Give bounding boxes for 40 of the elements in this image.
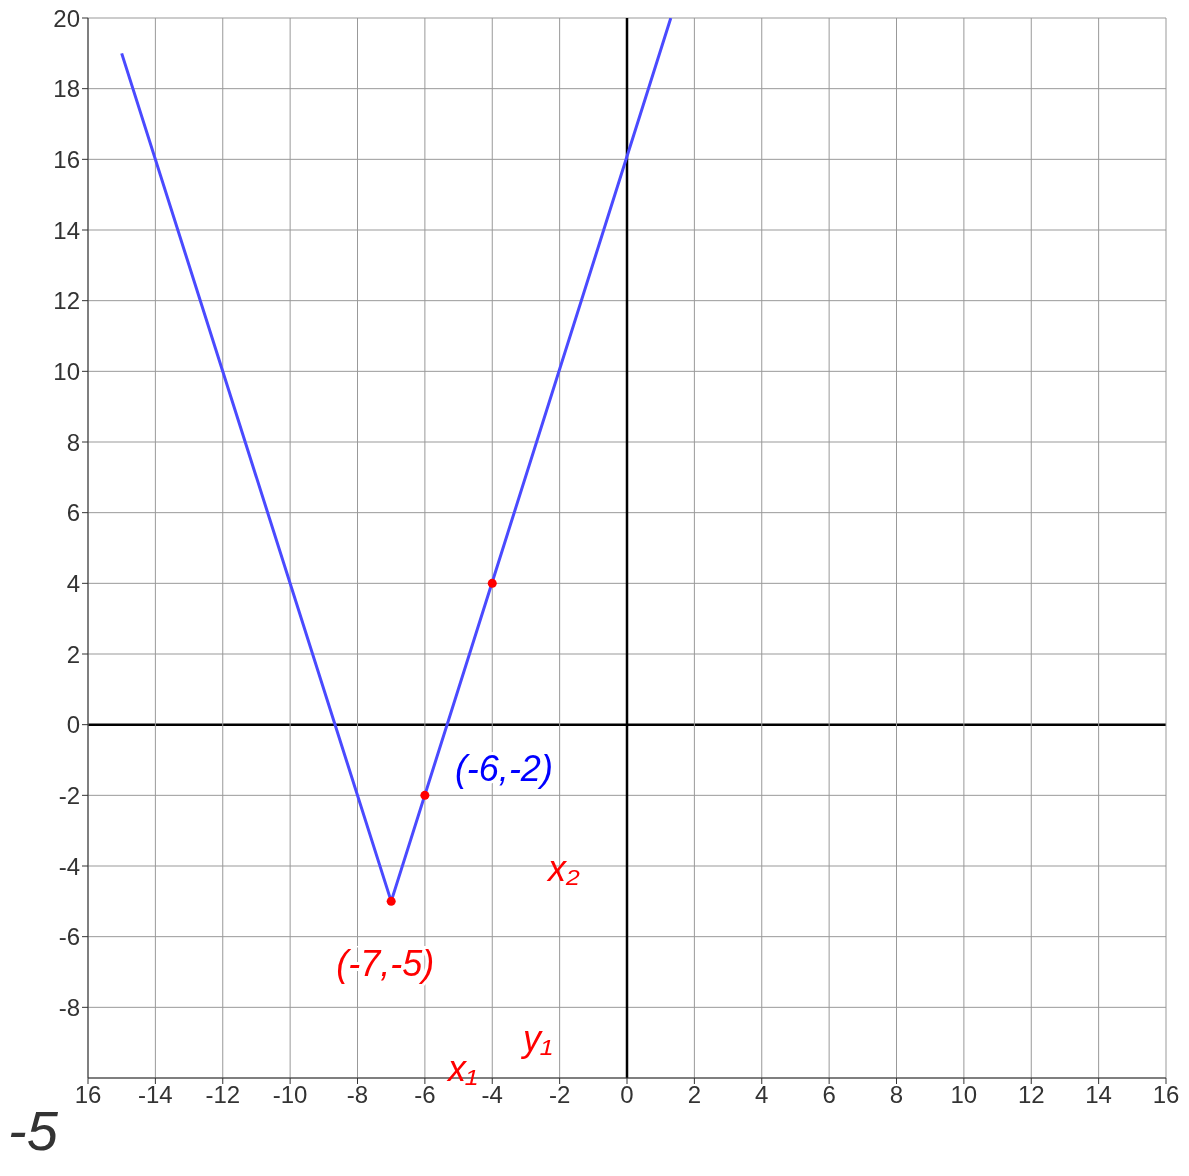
annotation: (-6,-2) — [454, 748, 553, 790]
x-tick-label: -2 — [548, 1081, 571, 1109]
x-tick-label: -8 — [346, 1081, 369, 1109]
y-tick-label: 10 — [53, 357, 80, 385]
y-tick-label: -4 — [58, 852, 80, 880]
annotation: (-7,-5) — [336, 943, 435, 985]
y-tick-label: 18 — [53, 75, 80, 103]
y-tick-label: -6 — [58, 923, 80, 951]
x-tick-label: 8 — [889, 1081, 904, 1109]
x-tick-label: 4 — [755, 1081, 769, 1109]
x-tick-label: -10 — [272, 1081, 308, 1109]
x-tick-label: -14 — [138, 1081, 173, 1109]
annotation: x₂ — [548, 848, 580, 890]
annotation: y₁ — [523, 1018, 553, 1060]
y-tick-label: -2 — [58, 781, 80, 809]
y-tick-label: 16 — [53, 145, 80, 173]
annotation: x₁ — [448, 1048, 478, 1090]
x-tick-label: -4 — [481, 1081, 503, 1109]
x-tick-label: 0 — [620, 1081, 634, 1109]
y-tick-label: 2 — [66, 640, 80, 668]
y-tick-label: -8 — [58, 993, 80, 1021]
point — [487, 578, 497, 588]
x-tick-label: 10 — [950, 1081, 978, 1109]
text: -5 — [8, 1098, 58, 1163]
x-tick-label: 14 — [1085, 1081, 1112, 1109]
x-tick-label: -6 — [414, 1081, 436, 1109]
x-tick-label: -12 — [205, 1081, 241, 1109]
y-tick-label: 0 — [66, 711, 80, 739]
y-tick-label: 6 — [66, 499, 80, 527]
y-tick-label: 20 — [53, 4, 80, 32]
point — [386, 896, 396, 906]
x-tick-label: 2 — [687, 1081, 702, 1109]
x-tick-label: 6 — [822, 1081, 836, 1109]
y-tick-label: 8 — [66, 428, 80, 456]
point — [420, 790, 430, 800]
x-tick-label: 12 — [1017, 1081, 1045, 1109]
y-tick-label: 12 — [53, 287, 80, 315]
y-tick-label: 4 — [66, 569, 80, 597]
x-tick-label: 16 — [1152, 1081, 1180, 1109]
y-tick-label: 14 — [53, 216, 80, 244]
